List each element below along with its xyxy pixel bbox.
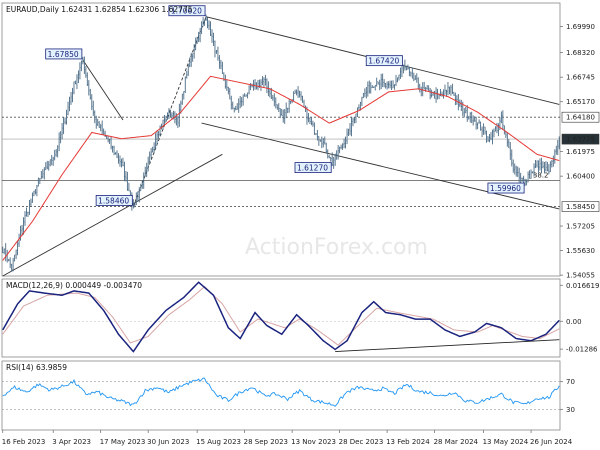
macd-line [2, 281, 560, 353]
annotation-box-6 [487, 182, 525, 194]
annotation-label-4: 1.61270 [297, 164, 328, 173]
price-level-tag-2 [561, 133, 600, 145]
x-tick-9: 13 Feb 2024 [386, 438, 430, 446]
price-panel-title: EURAUD,Daily 1.62431 1.62854 1.62306 1.6… [6, 5, 193, 14]
x-tick-7: 13 Nov 2023 [291, 438, 336, 446]
panel-frame-2 [1, 278, 561, 358]
annotation-label-3: 1.67420 [368, 57, 399, 66]
x-tick-5: 15 Aug 2023 [196, 438, 241, 446]
price-y-tick-8: 1.55630 [566, 247, 595, 255]
annotation-label-2: 1.67850 [48, 50, 79, 59]
price-bars [2, 14, 560, 272]
trendline-4 [2, 153, 223, 277]
panel-frame-3 [1, 360, 561, 431]
x-tick-10: 28 Mar 2024 [434, 438, 479, 446]
x-tick-4: 30 Jun 2023 [147, 438, 189, 446]
x-tick-6: 28 Sep 2023 [244, 438, 288, 446]
panel-frame-1 [1, 2, 561, 277]
annotation-box-4 [294, 162, 332, 173]
rsi-line [2, 377, 560, 407]
price-level-tag-4 [561, 201, 600, 212]
x-tick-8: 28 Dec 2023 [339, 438, 384, 446]
trendline-2 [201, 122, 560, 210]
x-tick-1: 16 Feb 2023 [2, 438, 46, 446]
macd-panel-title: MACD(12,26,9) 0.000449 -0.003470 [6, 281, 142, 290]
macd-signal-line [2, 285, 560, 346]
trendline-3 [82, 59, 124, 121]
watermark: ActionForex.com [245, 235, 428, 260]
annotation-label-1: 1.70620 [171, 7, 202, 16]
rsi-y-tick-2: 30 [566, 406, 575, 414]
price-y-tick-4: 1.65170 [566, 98, 595, 106]
price-moving-average [2, 75, 560, 261]
x-tick-12: 26 Jun 2024 [530, 438, 573, 446]
macd-y-tick-1: 0.016619 [566, 282, 599, 290]
annotation-box-5 [95, 195, 133, 206]
annotation-label-7: 38.2 [533, 171, 549, 179]
price-level-tag-label-1: 1.64180 [566, 114, 595, 122]
macd-trendline [335, 339, 560, 353]
annotation-label-6: 1.59960 [490, 184, 521, 193]
price-y-tick-3: 1.66745 [566, 74, 595, 82]
x-tick-11: 13 May 2024 [483, 438, 529, 446]
x-tick-3: 17 May 2023 [100, 438, 146, 446]
price-y-tick-5: 1.61975 [566, 148, 595, 156]
macd-y-tick-2: 0.00 [566, 318, 582, 326]
trendline-5 [132, 16, 207, 207]
price-y-tick-7: 1.57205 [566, 223, 595, 231]
price-level-tag-label-2: 1.62775 [566, 136, 595, 144]
x-tick-2: 3 Apr 2023 [52, 438, 91, 446]
price-y-tick-1: 1.69990 [566, 23, 595, 31]
annotation-label-5: 1.58460 [98, 196, 129, 205]
price-level-tag-1 [561, 111, 600, 123]
price-y-tick-6: 1.60400 [566, 173, 595, 181]
rsi-panel-title: RSI(14) 63.9859 [6, 363, 67, 372]
price-level-tag-label-4: 1.58450 [566, 203, 595, 211]
annotation-box-1 [168, 5, 206, 17]
macd-y-tick-3: -0.01286 [566, 346, 598, 354]
rsi-y-tick-1: 70 [566, 378, 575, 386]
price-y-tick-9: 1.54055 [566, 272, 595, 280]
annotation-box-3 [365, 55, 403, 67]
price-y-tick-2: 1.68320 [566, 49, 595, 57]
annotation-box-2 [45, 48, 83, 60]
